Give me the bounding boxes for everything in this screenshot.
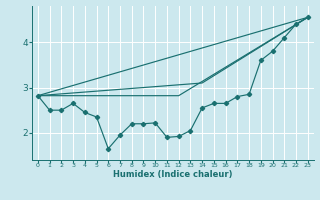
X-axis label: Humidex (Indice chaleur): Humidex (Indice chaleur)	[113, 170, 233, 179]
